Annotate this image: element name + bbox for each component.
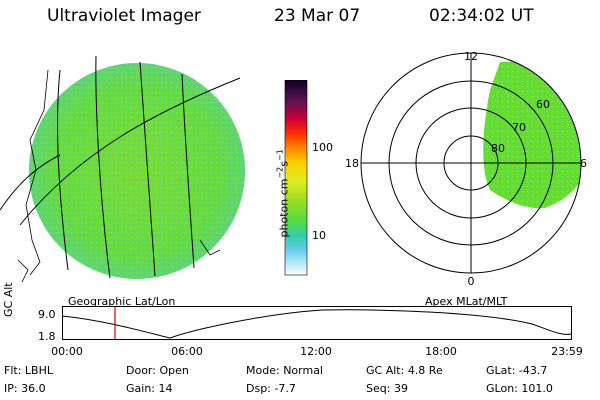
timeline-ytick-low: 1.8 <box>38 330 56 343</box>
polar-plot: 12 18 6 0 60 70 80 <box>345 50 587 288</box>
altitude-timeline <box>62 306 572 340</box>
instrument-title: Ultraviolet Imager <box>47 6 201 26</box>
timeline-xtick-2359: 23:59 <box>551 345 583 358</box>
mlat-label-80: 80 <box>491 142 505 155</box>
timeline-xtick-1200: 12:00 <box>300 345 332 358</box>
info-mode: Mode: Normal <box>246 364 323 377</box>
apex-caption: Apex MLat/MLT <box>425 295 508 308</box>
colorbar-label: photon cm−2s−1 <box>275 149 291 238</box>
geographic-image <box>0 55 245 283</box>
altitude-curve <box>62 309 572 339</box>
auroral-oval-coverage <box>483 58 581 209</box>
mlt-label-12: 12 <box>464 50 478 63</box>
info-gcalt: GC Alt: 4.8 Re <box>366 364 443 377</box>
colorbar-tick-10: 10 <box>312 229 326 242</box>
timeline-xtick-0000: 00:00 <box>51 345 83 358</box>
info-dsp: Dsp: -7.7 <box>246 382 296 395</box>
info-glat: GLat: -43.7 <box>486 364 548 377</box>
mlat-label-60: 60 <box>536 98 550 111</box>
info-seq: Seq: 39 <box>366 382 408 395</box>
lat-lon-grid <box>0 55 241 279</box>
colorbar-tick-100: 100 <box>312 141 333 154</box>
timeline-xtick-1800: 18:00 <box>425 345 457 358</box>
info-gain: Gain: 14 <box>126 382 173 395</box>
date-label: 23 Mar 07 <box>274 6 361 26</box>
coastline <box>17 69 221 283</box>
mlt-label-00: 0 <box>468 275 475 288</box>
info-flt: Flt: LBHL <box>4 364 53 377</box>
timeline-ytick-high: 9.0 <box>38 308 56 321</box>
time-label: 02:34:02 UT <box>429 6 534 26</box>
mlt-label-18: 18 <box>345 157 359 170</box>
timeline-xtick-0600: 06:00 <box>171 345 203 358</box>
info-glon: GLon: 101.0 <box>486 382 553 395</box>
geographic-caption: Geographic Lat/Lon <box>68 295 176 308</box>
info-door: Door: Open <box>126 364 189 377</box>
colorbar <box>284 80 308 276</box>
mlt-label-06: 6 <box>580 157 587 170</box>
timeline-ylabel: GC Alt <box>2 282 15 317</box>
info-ip: IP: 36.0 <box>4 382 46 395</box>
mlat-label-70: 70 <box>512 121 526 134</box>
